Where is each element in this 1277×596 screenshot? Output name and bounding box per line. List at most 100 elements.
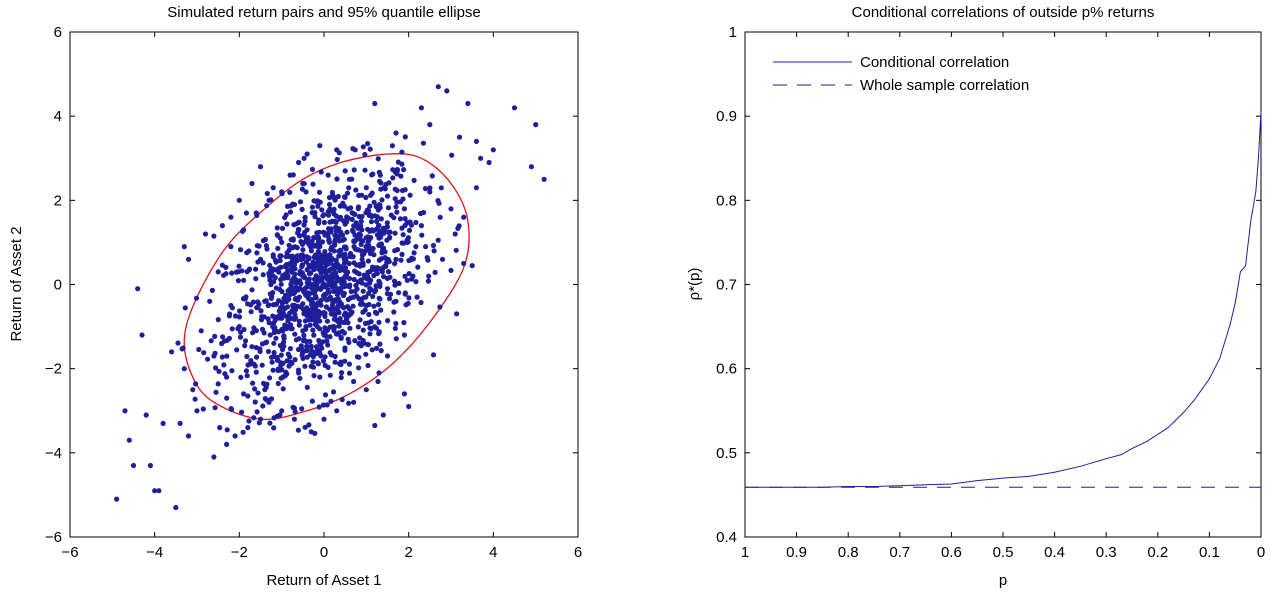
scatter-point [249,180,255,187]
scatter-point [310,349,316,355]
scatter-point [234,347,240,353]
scatter-point [215,269,221,275]
scatter-point [342,194,348,200]
scatter-point [289,307,295,314]
scatter-point [296,318,302,324]
scatter-point [363,194,369,201]
scatter-point [254,409,260,415]
scatter-point [391,299,397,305]
scatter-point [306,309,312,315]
scatter-point [334,176,340,182]
scatter-point [284,221,290,227]
scatter-point [312,289,318,295]
line-series [745,111,1262,488]
scatter-point [323,328,329,334]
legend-label-whole-sample: Whole sample correlation [860,77,1029,94]
scatter-point [215,317,221,323]
scatter-point [318,342,324,348]
scatter-point [297,278,303,284]
scatter-point [346,185,352,191]
scatter-point [394,171,400,177]
scatter-point [356,365,362,371]
scatter-point [270,252,276,258]
scatter-point [398,257,404,263]
scatter-point [323,253,329,259]
scatter-point [130,462,137,469]
scatter-point [333,257,339,264]
scatter-point [301,288,307,294]
scatter-point [311,373,317,379]
scatter-point [275,366,281,372]
scatter-point [415,264,421,270]
scatter-point [277,253,283,259]
scatter-point [372,309,378,315]
scatter-point [208,338,214,344]
scatter-point [277,412,283,418]
scatter-point [243,294,249,300]
scatter-point [419,232,425,238]
scatter-point [380,225,386,231]
scatter-point [285,273,291,279]
scatter-point [279,288,285,295]
scatter-point [384,286,391,292]
scatter-point [297,233,303,239]
scatter-point [319,207,325,213]
scatter-point [422,186,429,192]
scatter-point [338,334,344,340]
scatter-point [143,412,149,418]
scatter-point [320,310,326,316]
scatter-point [213,365,219,371]
scatter-point [370,171,376,177]
scatter-point [314,282,320,288]
scatter-point [224,441,230,447]
scatter-point [339,290,346,296]
scatter-point [330,389,337,395]
scatter-point [288,326,294,332]
scatter-point [235,278,241,284]
scatter-point [436,200,442,206]
scatter-point [345,320,351,326]
scatter-point [414,294,420,300]
scatter-point [473,138,479,144]
scatter-point [291,261,298,268]
scatter-point [276,329,282,335]
scatter-point [273,335,279,341]
scatter-point [181,244,187,250]
scatter-point [275,245,281,251]
scatter-point [357,335,363,341]
scatter-point [426,273,432,279]
scatter-point [224,427,230,433]
scatter-point [262,396,268,402]
scatter-point [246,418,252,424]
scatter-point [254,250,260,256]
scatter-point [376,257,382,263]
scatter-point [405,239,411,245]
scatter-point [366,311,372,318]
scatter-point [425,257,431,263]
scatter-point [435,84,441,90]
scatter-point [264,339,270,345]
line-plot-ticks: 1 0.9 0.8 0.7 0.6 0.5 0.4 0.3 0.2 0.1 0 0.4 0.5 0.6 0.… [716,24,1265,561]
scatter-point [365,247,371,253]
scatter-point [378,234,384,240]
scatter-point [270,266,276,272]
scatter-point [401,391,407,397]
scatter-point [212,333,218,339]
scatter-point [185,433,192,439]
scatter-point [207,298,213,304]
x-tick-label: 0 [1257,544,1265,561]
scatter-point [303,292,309,298]
scatter-point [407,192,413,198]
scatter-point [429,173,435,179]
scatter-point [245,425,251,431]
scatter-point [341,267,347,273]
scatter-point [126,437,132,443]
scatter-point [264,203,270,209]
scatter-point [253,266,259,272]
x-tick-label: −4 [146,544,163,561]
scatter-point [336,238,343,244]
scatter-point [212,405,218,411]
scatter-point [404,220,410,226]
scatter-point [305,235,311,241]
scatter-point [332,232,338,238]
